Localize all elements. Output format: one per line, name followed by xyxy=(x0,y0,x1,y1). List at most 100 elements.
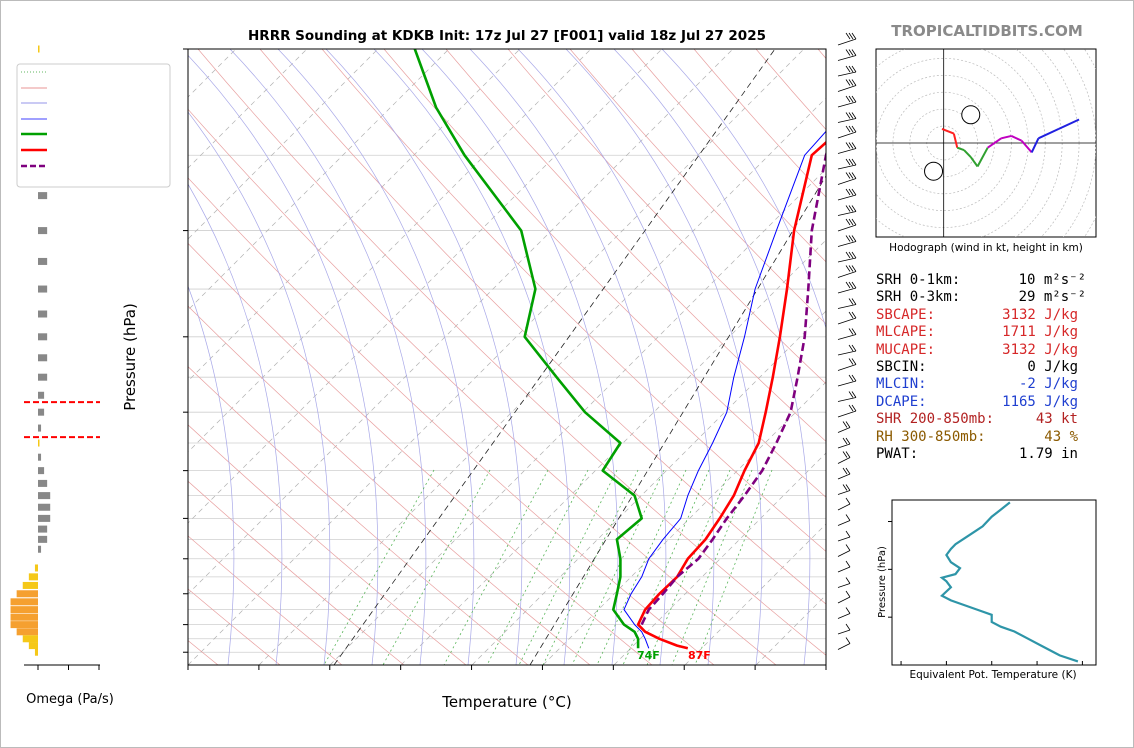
wind-barb xyxy=(837,251,857,263)
barb-flag xyxy=(851,218,857,226)
omega-bar xyxy=(28,642,38,650)
barb-staff xyxy=(837,241,857,247)
moist-adiabat-line xyxy=(373,49,571,665)
omega-bar xyxy=(10,621,39,629)
wind-barb xyxy=(837,623,851,635)
omega-bar xyxy=(38,408,45,416)
stat-row: SHR 200-850mb: 43 kt xyxy=(876,411,1096,428)
wind-barb xyxy=(837,577,851,588)
mixing-ratio-line xyxy=(382,469,491,665)
series-wetbulb xyxy=(623,130,826,649)
dry-adiabat-line xyxy=(445,49,826,442)
barb-staff xyxy=(837,178,857,185)
series-mixed-layer-parcel-path-100mb- xyxy=(640,150,826,626)
barb-staff xyxy=(837,55,857,61)
barb-flag xyxy=(845,95,851,103)
barb-staff xyxy=(837,38,857,46)
isotherm-line xyxy=(188,49,592,453)
barb-staff xyxy=(837,85,857,92)
wind-barb xyxy=(837,79,857,92)
wind-barb xyxy=(837,530,851,542)
barb-staff xyxy=(837,287,857,294)
omega-bar xyxy=(38,227,48,235)
stat-value: 29 m²s⁻² xyxy=(1018,289,1086,306)
moist-adiabat-line xyxy=(517,49,715,665)
barb-flag xyxy=(845,172,851,179)
mixing-ratio-line xyxy=(596,469,687,665)
wind-barb xyxy=(837,265,857,278)
wind-barb xyxy=(837,65,857,77)
isotherm-line xyxy=(400,239,826,665)
theta-e-line xyxy=(939,501,1079,663)
barb-staff xyxy=(837,443,851,449)
barb-flag xyxy=(851,79,857,86)
barb-flag xyxy=(845,514,851,521)
barb-flag xyxy=(848,358,854,365)
barb-flag xyxy=(845,637,851,644)
omega-bar xyxy=(38,514,51,522)
stat-label: SRH 0-1km: xyxy=(876,272,961,288)
omega-bar xyxy=(10,606,39,614)
barb-staff xyxy=(837,520,851,526)
mixing-ratio-line xyxy=(323,469,435,665)
barb-staff xyxy=(837,194,857,201)
theta-e-xlabel: Equivalent Pot. Temperature (K) xyxy=(909,669,1076,681)
moist-adiabat-line xyxy=(661,49,826,330)
barb-staff xyxy=(837,596,851,604)
omega-bar xyxy=(38,391,45,399)
barb-flag xyxy=(851,158,857,166)
barb-flag xyxy=(848,65,854,73)
barb-flag xyxy=(845,188,851,196)
moist-adiabat-line xyxy=(565,49,763,665)
skewt-axes xyxy=(183,48,827,670)
moist-adiabat-line xyxy=(469,49,667,665)
theta-e-profile xyxy=(939,501,1079,663)
barb-flag xyxy=(845,484,851,491)
wind-barb xyxy=(837,590,851,604)
barb-flag xyxy=(848,391,854,398)
dry-adiabat-line xyxy=(693,49,826,198)
barb-flag xyxy=(845,497,851,505)
isotherm-line xyxy=(471,310,826,665)
wind-barb xyxy=(837,637,851,650)
barb-staff xyxy=(837,410,857,418)
hodograph-trace xyxy=(941,127,955,135)
barb-staff xyxy=(837,550,851,557)
barb-flag xyxy=(851,281,857,289)
isotherm-line xyxy=(188,49,521,382)
barb-flag xyxy=(848,311,854,319)
stat-label: DCAPE: xyxy=(876,393,927,410)
wind-barb xyxy=(837,298,857,309)
omega-bar xyxy=(38,310,48,318)
wind-barb xyxy=(837,607,851,619)
isotherm-line xyxy=(1111,49,1134,665)
omega-bar xyxy=(28,573,38,581)
skewt-grid xyxy=(188,49,1134,665)
barb-flag xyxy=(848,188,854,196)
barb-flag xyxy=(845,451,851,458)
stat-label: SHR 200-850mb: xyxy=(876,411,995,428)
barb-staff xyxy=(837,350,857,356)
barb-flag xyxy=(845,32,851,40)
stat-label: MLCAPE: xyxy=(876,324,936,341)
stat-value: -2 J/kg xyxy=(1018,376,1078,393)
surface-temp-label: 87F xyxy=(688,649,711,662)
omega-bar xyxy=(38,354,48,362)
barb-flag xyxy=(848,344,854,352)
barb-flag xyxy=(851,374,857,382)
barb-staff xyxy=(837,224,857,232)
stat-row: MLCIN: -2 J/kg xyxy=(876,376,1096,393)
stat-label: SRH 0-3km: xyxy=(876,289,961,306)
wind-barb xyxy=(837,374,857,387)
stat-row: MLCAPE: 1711 J/kg xyxy=(876,324,1096,341)
barb-flag xyxy=(851,65,857,73)
theta-e-axes xyxy=(888,521,1083,665)
stat-label: MLCIN: xyxy=(876,376,927,393)
omega-bar xyxy=(22,635,38,643)
omega-bar xyxy=(38,45,40,53)
isotherm-line xyxy=(258,97,826,665)
barb-flag xyxy=(848,79,854,86)
chart-title: HRRR Sounding at KDKB Init: 17z Jul 27 [… xyxy=(248,28,766,44)
dry-adiabat-line xyxy=(197,49,826,656)
barb-staff xyxy=(837,101,857,108)
